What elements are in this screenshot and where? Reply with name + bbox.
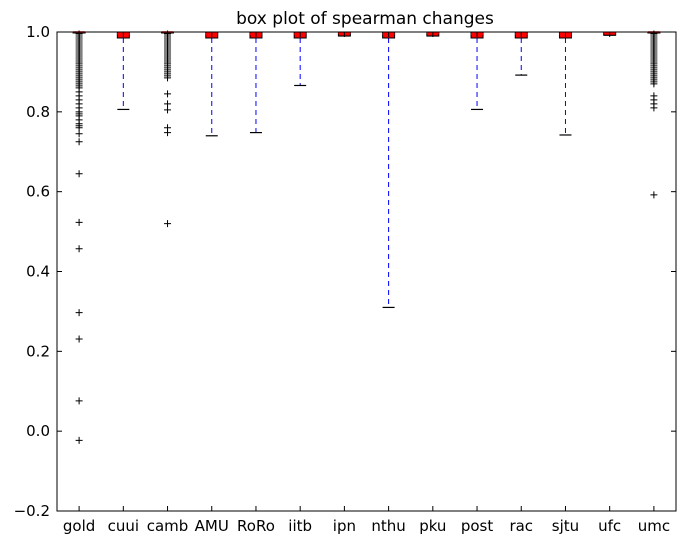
x-tick-label: rac <box>509 517 533 535</box>
outlier-point <box>75 335 83 343</box>
outlier-point <box>164 74 172 82</box>
outlier-point <box>75 138 83 146</box>
x-tick-label: umc <box>638 517 670 535</box>
y-tick-label: 0.2 <box>26 342 50 360</box>
outlier-point <box>75 130 83 138</box>
outlier-point <box>75 245 83 253</box>
box-rac <box>514 31 528 76</box>
x-tick-label: post <box>461 517 494 535</box>
x-tick-label: nthu <box>371 517 405 535</box>
box-iitb <box>293 31 307 87</box>
outlier-point <box>164 106 172 114</box>
outlier-point <box>164 100 172 108</box>
outlier-point <box>75 124 83 132</box>
outlier-point <box>75 397 83 405</box>
box-sjtu <box>558 31 572 136</box>
outlier-point <box>75 170 83 178</box>
outlier-point <box>650 104 658 112</box>
x-tick-label: iitb <box>288 517 312 535</box>
x-tick-label: gold <box>63 517 95 535</box>
box-post <box>470 31 484 111</box>
box-RoRo <box>249 31 263 134</box>
x-tick-label: AMU <box>195 517 229 535</box>
box-umc <box>647 30 661 199</box>
x-tick-label: sjtu <box>552 517 579 535</box>
x-tick-label: camb <box>147 517 189 535</box>
y-tick-label: 0.0 <box>26 422 50 440</box>
box-cuui <box>116 31 130 111</box>
y-tick-label: 1.0 <box>26 23 50 41</box>
outlier-point <box>650 80 658 88</box>
outlier-point <box>75 436 83 444</box>
x-tick-label: ufc <box>598 517 621 535</box>
y-tick-label: 0.8 <box>26 103 50 121</box>
x-tick-label: RoRo <box>237 517 275 535</box>
box-camb <box>161 30 175 228</box>
outlier-point <box>75 218 83 226</box>
outlier-point <box>75 309 83 317</box>
box-AMU <box>205 31 219 137</box>
outlier-point <box>164 129 172 137</box>
x-tick-label: cuui <box>108 517 139 535</box>
plot-frame <box>56 31 677 512</box>
y-tick-label: −0.2 <box>14 502 50 520</box>
chart-marks <box>72 30 661 444</box>
outlier-point <box>650 191 658 199</box>
y-tick-label: 0.4 <box>26 263 50 281</box>
y-tick-label: 0.6 <box>26 183 50 201</box>
x-tick-label: pku <box>419 517 446 535</box>
outlier-point <box>164 90 172 98</box>
chart-ticks: gold cuui camb AMU RoRo iitb ipn nthu pku post rac… <box>14 23 676 535</box>
box-nthu <box>382 31 396 309</box>
chart-title: box plot of spearman changes <box>236 9 494 29</box>
box-gold <box>72 30 86 444</box>
x-tick-label: ipn <box>333 517 356 535</box>
outlier-point <box>164 220 172 228</box>
